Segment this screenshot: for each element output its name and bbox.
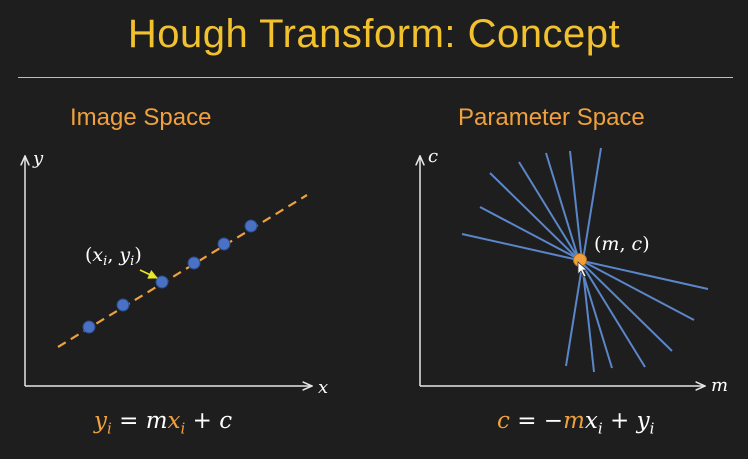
data-point xyxy=(116,298,130,312)
parameter-space-heading: Parameter Space xyxy=(458,104,645,131)
parameter-point-label: (m, c) xyxy=(594,233,650,255)
title-divider xyxy=(18,77,733,78)
image-space-heading: Image Space xyxy=(70,104,212,131)
image-space-y-axis-label: y xyxy=(32,148,44,169)
image-point-label: (xi, yi) xyxy=(85,244,142,269)
parameter-space-x-axis-label: m xyxy=(711,375,728,396)
image-space-x-axis-label: x xyxy=(318,377,328,398)
parameter-line xyxy=(479,206,695,321)
parameter-space-equation: c = −mxi + yi xyxy=(497,408,655,438)
image-space-equation: yi = mxi + c xyxy=(94,408,233,438)
pointer-arrow-icon xyxy=(577,261,589,278)
data-point xyxy=(82,320,96,334)
slide-title: Hough Transform: Concept xyxy=(127,12,621,56)
parameter-space-y-axis-label: c xyxy=(428,146,438,167)
data-point xyxy=(217,237,231,251)
point-label-arrow xyxy=(139,269,158,279)
image-space-panel: y x (xi, yi) xyxy=(25,148,328,398)
fitted-line xyxy=(57,194,308,348)
data-point-highlighted xyxy=(155,275,169,289)
data-point xyxy=(244,219,258,233)
parameter-space-panel: c m (m, c) xyxy=(420,146,728,396)
data-point xyxy=(187,256,201,270)
